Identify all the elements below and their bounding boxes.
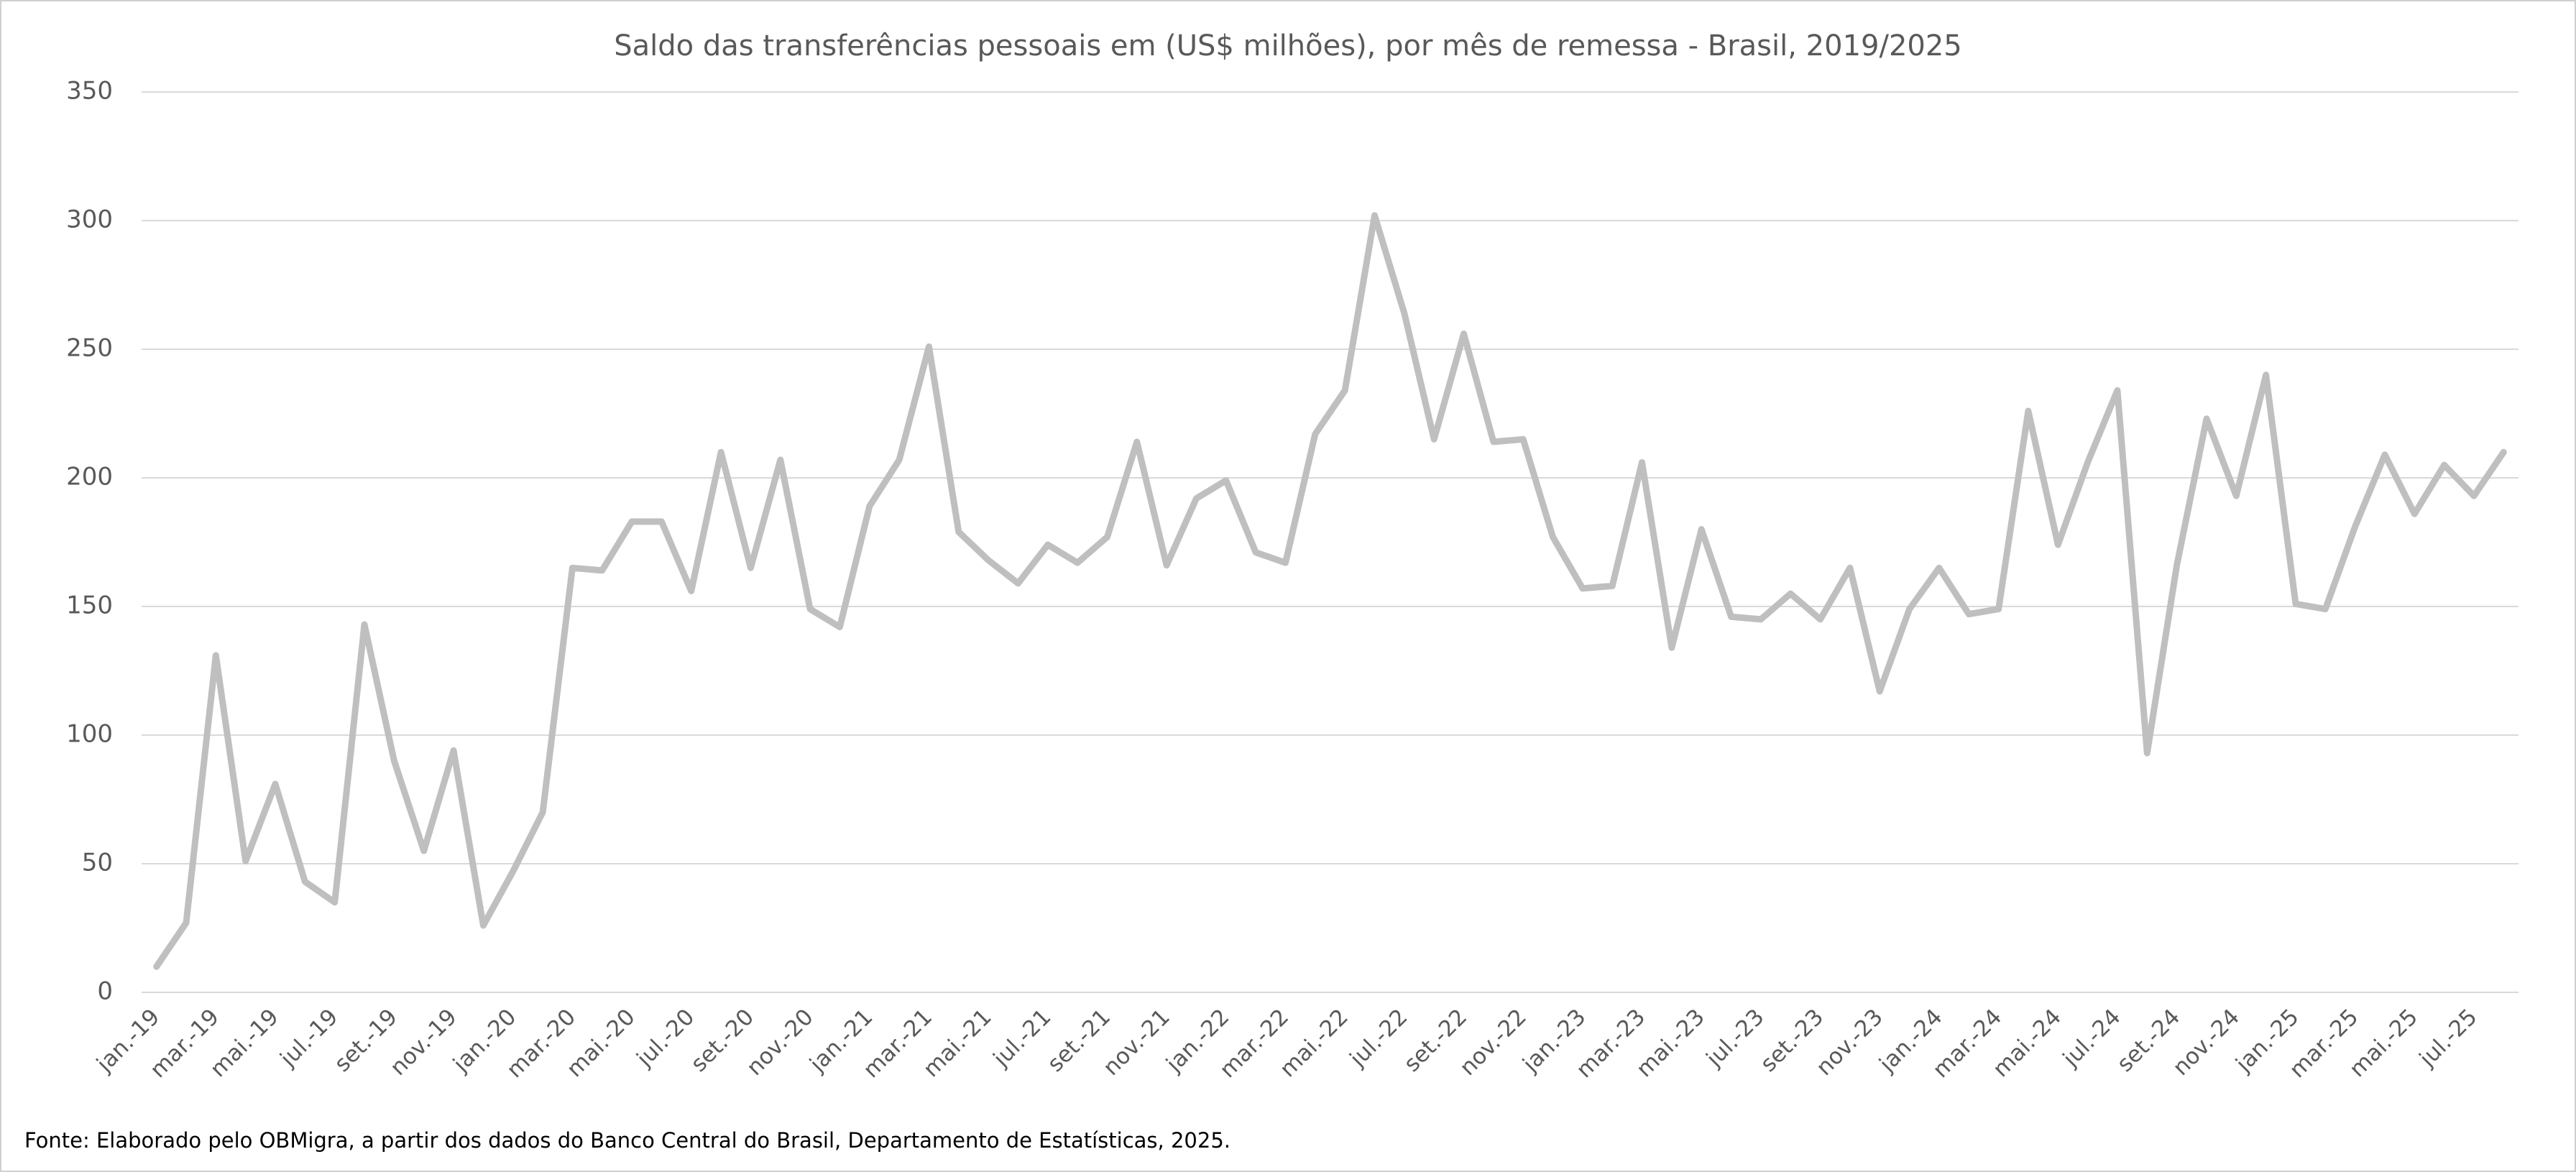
- chart-title: Saldo das transferências pessoais em (US…: [614, 29, 1961, 63]
- y-tick-label: 200: [66, 463, 113, 492]
- y-tick-label: 250: [66, 334, 113, 363]
- y-tick-label: 350: [66, 77, 113, 106]
- y-tick-label: 300: [66, 206, 113, 234]
- y-tick-label: 0: [97, 977, 113, 1006]
- y-tick-label: 150: [66, 591, 113, 620]
- data-line: [153, 212, 2507, 970]
- y-tick-label: 50: [82, 849, 113, 877]
- y-tick-label: 100: [66, 720, 113, 749]
- source-note: Fonte: Elaborado pelo OBMigra, a partir …: [24, 1128, 1230, 1153]
